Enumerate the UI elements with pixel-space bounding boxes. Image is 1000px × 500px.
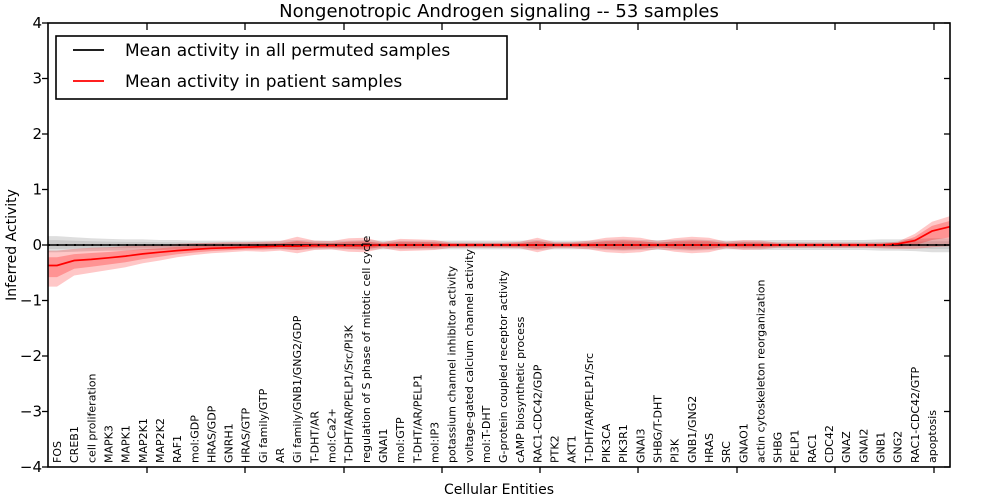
y-tick-label: −2 [20, 347, 42, 365]
x-tick-label: apoptosis [926, 410, 939, 463]
legend-label-patient: Mean activity in patient samples [125, 72, 402, 92]
y-tick-label: 3 [32, 70, 42, 88]
x-tick-label: mol:IP3 [428, 422, 441, 463]
x-tick-label: AR [274, 447, 287, 463]
legend: Mean activity in all permuted samples Me… [55, 35, 508, 100]
x-tick-label: RAC1-CDC42/GDP [531, 364, 544, 463]
x-tick-label: MAP2K2 [154, 418, 167, 463]
x-tick-label: GNB1/GNG2 [686, 396, 699, 463]
axis-ticks [42, 22, 950, 473]
x-tick-label: FOS [51, 441, 64, 463]
chart-title: Nongenotropic Androgen signaling -- 53 s… [279, 1, 719, 22]
x-tick-label: HRAS [703, 433, 716, 463]
y-tick-label: −3 [20, 403, 42, 421]
mean-lines [48, 225, 951, 267]
x-tick-label: GNAI2 [857, 428, 870, 463]
x-tick-label: GNB1 [875, 432, 888, 463]
x-tick-label: G-protein coupled receptor activity [497, 270, 510, 463]
x-tick-label: PIK3CA [600, 423, 613, 463]
y-tick-label: 0 [32, 236, 42, 254]
x-tick-label: GNRH1 [223, 423, 236, 463]
x-tick-label: Gi family/GTP [257, 388, 270, 463]
x-tick-label: SRC [720, 441, 733, 463]
patient-band-outer [48, 216, 950, 287]
x-tick-label: T-DHT/AR/PELP1 [411, 374, 424, 464]
x-tick-label: T-DHT/AR [308, 411, 321, 464]
y-tick-label: 2 [32, 125, 42, 143]
x-tick-label: Gi family/GNB1/GNG2/GDP [291, 315, 304, 463]
x-tick-label: MAP2K1 [137, 418, 150, 463]
y-tick-label: −1 [20, 292, 42, 310]
x-tick-label: RAC1 [806, 434, 819, 463]
y-tick-labels: 4 3 2 1 0 −1 −2 −3 −4 [20, 14, 42, 476]
x-tick-label: GNAZ [840, 431, 853, 463]
x-tick-label: SHBG/T-DHT [651, 395, 664, 463]
x-tick-label: PI3K [669, 438, 682, 463]
x-tick-label: MAPK1 [120, 425, 133, 463]
x-tick-label: cell proliferation [85, 373, 98, 463]
y-tick-label: 1 [32, 181, 42, 199]
y-tick-label: 4 [32, 14, 42, 32]
x-tick-label: AKT1 [566, 435, 579, 463]
x-tick-label: cAMP biosynthetic process [514, 316, 527, 463]
x-tick-label: HRAS/GTP [240, 407, 253, 463]
x-tick-label: CDC42 [823, 425, 836, 463]
legend-box [55, 35, 508, 100]
x-tick-label: CREB1 [68, 426, 81, 463]
x-tick-label: PTK2 [549, 435, 562, 463]
x-tick-label: RAF1 [171, 435, 184, 463]
x-tick-label: T-DHT/AR/PELP1/Src/PI3K [343, 324, 356, 464]
legend-label-permuted: Mean activity in all permuted samples [125, 41, 450, 61]
x-tick-label: PELP1 [789, 430, 802, 463]
x-tick-label: MAPK3 [102, 425, 115, 463]
x-tick-label: GNG2 [892, 431, 905, 463]
x-tick-label: mol:GTP [394, 417, 407, 463]
x-tick-labels: FOS CREB1 cell proliferation MAPK3 MAPK1 MAP2… [51, 235, 939, 464]
x-tick-label: RAC1-CDC42/GTP [909, 366, 922, 463]
y-axis-title: Inferred Activity [4, 189, 20, 301]
x-tick-label: GNAO1 [737, 423, 750, 463]
x-tick-label: regulation of S phase of mitotic cell cy… [360, 235, 373, 463]
x-tick-label: mol:GDP [188, 415, 201, 463]
x-axis-title: Cellular Entities [444, 482, 554, 498]
x-tick-label: actin cytoskeleton reorganization [754, 279, 767, 463]
x-tick-label: voltage-gated calcium channel activity [463, 248, 476, 463]
x-tick-label: GNAI1 [377, 428, 390, 463]
x-tick-label: GNAI3 [634, 428, 647, 463]
x-tick-label: PIK3R1 [617, 424, 630, 463]
x-tick-label: mol:Ca2+ [326, 408, 339, 463]
x-tick-label: mol:T-DHT [480, 405, 493, 463]
x-tick-label: SHBG [772, 432, 785, 463]
x-tick-label: potassium channel inhibitor activity [446, 265, 459, 463]
x-tick-label: T-DHT/AR/PELP1/Src [583, 353, 596, 464]
patient-band-inner [48, 220, 950, 278]
y-tick-label: −4 [20, 458, 42, 476]
x-tick-label: HRAS/GDP [205, 405, 218, 463]
